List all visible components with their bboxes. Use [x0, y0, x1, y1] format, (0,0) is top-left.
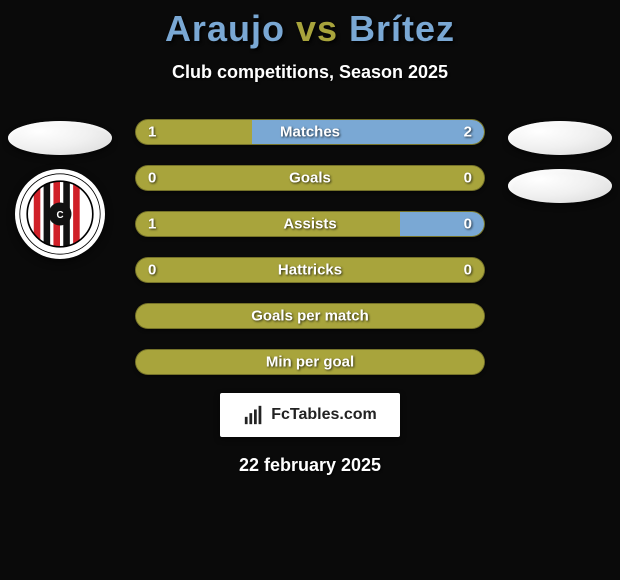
comparison-title: Araujo vs Brítez: [165, 8, 455, 50]
title-vs: vs: [296, 8, 338, 49]
flag-ellipse-right-2: [508, 169, 612, 203]
flag-ellipse-right-1: [508, 121, 612, 155]
stat-fill-left: [136, 212, 400, 236]
right-side-column: [505, 119, 615, 203]
stat-value-left: 0: [148, 170, 156, 187]
stat-value-right: 0: [464, 216, 472, 233]
stat-fill-left: [136, 166, 310, 190]
stat-row-goals-per-match: Goals per match: [135, 303, 485, 329]
flag-ellipse-left: [8, 121, 112, 155]
title-player1: Araujo: [165, 8, 285, 49]
main-row: C 1 2 Matches 0 0 Goals 1 0 Assists 0 0 Hattricks Go…: [0, 119, 620, 375]
stat-value-left: 1: [148, 216, 156, 233]
stat-bars: 1 2 Matches 0 0 Goals 1 0 Assists 0 0 Hattricks Goal…: [135, 119, 485, 375]
stat-label: Min per goal: [266, 354, 354, 371]
stat-label: Hattricks: [278, 262, 342, 279]
stat-fill-right: [310, 166, 484, 190]
club-badge-left: C: [15, 169, 105, 259]
stat-label: Matches: [280, 124, 340, 141]
stat-label: Goals: [289, 170, 331, 187]
stat-value-left: 1: [148, 124, 156, 141]
stat-row-hattricks: 0 0 Hattricks: [135, 257, 485, 283]
footer-date: 22 february 2025: [239, 455, 381, 476]
stat-value-right: 2: [464, 124, 472, 141]
stat-value-right: 0: [464, 262, 472, 279]
chart-icon: [243, 404, 265, 426]
footer-logo: FcTables.com: [220, 393, 400, 437]
stat-row-min-per-goal: Min per goal: [135, 349, 485, 375]
stat-row-assists: 1 0 Assists: [135, 211, 485, 237]
subtitle: Club competitions, Season 2025: [172, 62, 448, 83]
title-player2: Brítez: [349, 8, 455, 49]
footer-site-label: FcTables.com: [271, 406, 377, 424]
infographic-container: Araujo vs Brítez Club competitions, Seas…: [0, 0, 620, 476]
stat-row-matches: 1 2 Matches: [135, 119, 485, 145]
club-badge-svg: C: [19, 173, 101, 255]
stat-label: Goals per match: [251, 308, 369, 325]
left-side-column: C: [5, 119, 115, 259]
stat-value-right: 0: [464, 170, 472, 187]
stat-row-goals: 0 0 Goals: [135, 165, 485, 191]
stat-label: Assists: [283, 216, 336, 233]
stat-value-left: 0: [148, 262, 156, 279]
svg-text:C: C: [56, 210, 63, 221]
